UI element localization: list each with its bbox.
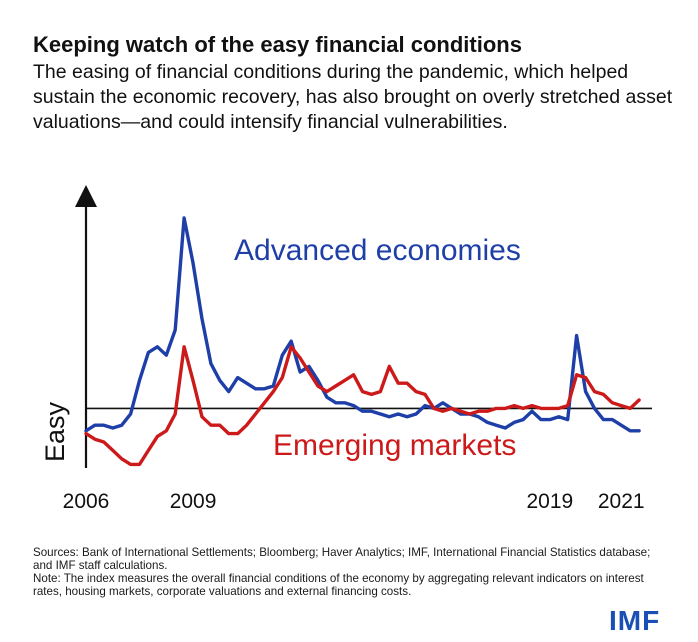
sources-block: Sources: Bank of International Settlemen… [33, 546, 663, 598]
advanced-economies-label: Advanced economies [234, 234, 521, 267]
chart-labels: Easy 2006 2009 2019 2021 Advanced economies Em… [40, 234, 645, 513]
chart-title: Keeping watch of the easy financial cond… [33, 32, 522, 57]
note-text: Note: The index measures the overall fin… [33, 572, 644, 598]
advanced-economies-line [84, 216, 641, 433]
chart-series [84, 216, 641, 467]
financial-conditions-chart: Easy 2006 2009 2019 2021 Advanced economies Em… [40, 185, 652, 513]
x-tick-label-2019: 2019 [527, 490, 574, 513]
imf-logo: IMF [609, 605, 661, 636]
emerging-markets-label: Emerging markets [273, 429, 516, 462]
emerging-markets-line [84, 345, 641, 467]
sources-text: Sources: Bank of International Settlemen… [33, 546, 651, 572]
chart-subtitle: The easing of financial conditions durin… [33, 61, 673, 133]
y-axis-label: Easy [40, 401, 70, 462]
x-tick-label-2021: 2021 [598, 490, 645, 513]
x-tick-label-2006: 2006 [63, 490, 110, 513]
x-tick-label-2009: 2009 [170, 490, 217, 513]
